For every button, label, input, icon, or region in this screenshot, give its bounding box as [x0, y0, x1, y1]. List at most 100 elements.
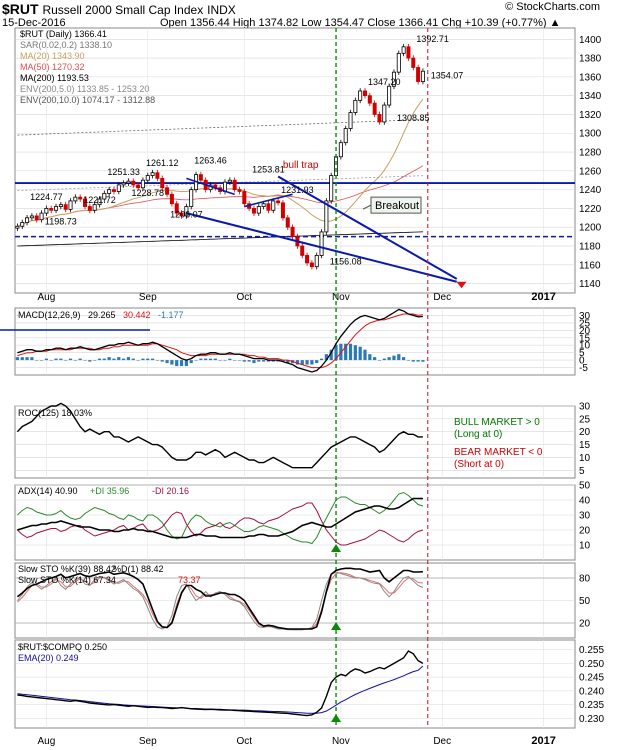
green-arrow-marker: [331, 544, 342, 552]
price-panel-frame: [14, 27, 576, 294]
macd-histogram-bar: [295, 360, 300, 365]
macd-histogram-bar: [73, 360, 77, 361]
x-tick-label: Aug: [37, 736, 55, 747]
price-legend-item: ENV(200,5.0) 1133.85 - 1253.20: [20, 84, 149, 94]
roc-line: [16, 402, 423, 469]
macd-histogram-bar: [112, 358, 116, 361]
macd-histogram-bar: [68, 358, 73, 361]
price-annotation: 1198.73: [45, 216, 77, 226]
sto-y-tick-label: 80: [579, 574, 591, 585]
ratio-ema-legend: EMA(20) 0.249: [18, 653, 79, 663]
x-tick-label: Sep: [139, 292, 157, 303]
trendline-flag: [186, 177, 235, 196]
sto-k14-line: [17, 571, 424, 631]
macd-histogram-bar: [402, 357, 406, 361]
price-y-tick-label: 1220: [579, 204, 602, 215]
macd-histogram-bar: [339, 343, 343, 361]
ratio-y-tick-label: 0.235: [579, 700, 604, 711]
adx-line: [17, 497, 423, 539]
exchange: INDX: [207, 3, 236, 17]
macd-histogram-bar: [175, 360, 179, 367]
price-candle-body: [25, 217, 30, 223]
price-annotation: 1206.07: [170, 210, 203, 220]
price-legend-item: $RUT (Daily) 1366.41: [20, 29, 107, 39]
macd-y-tick-label: 30: [579, 311, 591, 322]
price-candle-body: [251, 208, 256, 214]
adx-y-tick-label: 30: [579, 511, 591, 522]
macd-histogram-bar: [247, 360, 251, 362]
macd-y-tick-label: 0: [579, 356, 585, 367]
red-arrow-marker: [456, 281, 467, 289]
price-candle-body: [232, 179, 237, 191]
macd-histogram-bar: [334, 345, 338, 361]
price-y-tick-label: 1180: [579, 242, 601, 253]
price-candle-body: [92, 204, 97, 211]
trendline-resistance: [277, 175, 458, 280]
price-candle-body: [256, 206, 261, 214]
macd-histogram-bar: [363, 349, 367, 361]
roc-note: (Long at 0): [454, 429, 502, 440]
macd-histogram-bar: [266, 360, 271, 362]
price-candle-body: [102, 192, 107, 200]
price-y-tick-label: 1300: [579, 129, 602, 140]
macd-histogram-bar: [344, 343, 348, 361]
macd-histogram-bar: [368, 354, 372, 361]
price-candle-body: [367, 95, 372, 104]
macd-histogram-bar: [319, 358, 324, 361]
macd-legend-signal: 30.442: [123, 310, 151, 320]
price-y-tick-label: 1140: [579, 279, 601, 290]
price-candle-body: [198, 174, 203, 181]
macd-histogram-bar: [305, 360, 309, 365]
price-candle-body: [15, 225, 20, 229]
price-candle-body: [271, 200, 276, 211]
macd-histogram-bar: [199, 358, 203, 361]
macd-histogram-bar: [136, 360, 140, 361]
price-candle-body: [309, 262, 314, 268]
price-candle-body: [169, 193, 174, 205]
macd-y-tick-label: -5: [579, 363, 588, 374]
price-candle-body: [136, 184, 141, 189]
macd-histogram-bar: [20, 357, 24, 361]
price-annotation: 1354.07: [431, 70, 464, 80]
price-candle-body: [401, 46, 406, 54]
trendline-wedge: [244, 193, 293, 208]
price-candle-body: [73, 196, 78, 202]
chart-title: $RUT Russell 2000 Small Cap Index INDX: [2, 1, 236, 17]
price-candle-body: [111, 189, 116, 192]
price-candle-body: [179, 212, 184, 217]
price-candle-body: [39, 212, 44, 221]
macd-histogram-bar: [208, 358, 213, 361]
price-candle-body: [54, 206, 59, 211]
macd-histogram-bar: [242, 360, 246, 362]
price-candle-body: [372, 102, 377, 115]
macd-histogram-bar: [184, 360, 188, 367]
macd-histogram-bar: [117, 357, 121, 361]
price-candle-body: [280, 202, 285, 219]
ratio-y-tick-label: 0.255: [579, 645, 604, 656]
roc-note: BEAR MARKET < 0: [454, 447, 543, 458]
macd-y-tick-label: 5: [579, 348, 585, 359]
macd-histogram-bar: [218, 360, 222, 361]
price-candle-body: [131, 180, 136, 186]
price-candle-body: [276, 200, 281, 204]
macd-histogram-bar: [223, 360, 227, 361]
macd-histogram-bar: [358, 346, 362, 361]
brand-credit: © StockCharts.com: [505, 1, 600, 13]
price-annotation: 1263.46: [194, 156, 227, 166]
macd-histogram-bar: [373, 357, 377, 361]
macd-histogram-bar: [131, 358, 135, 361]
macd-histogram-bar: [141, 358, 145, 361]
price-candle-body: [227, 179, 232, 183]
adx-legend: ADX(14) 40.90: [18, 486, 78, 496]
breakout-label: Breakout: [375, 200, 419, 212]
price-y-tick-label: 1360: [579, 72, 602, 83]
macd-histogram-bar: [406, 360, 411, 361]
price-y-tick-label: 1280: [579, 148, 602, 159]
sto-y-tick-label: 20: [579, 619, 591, 630]
adx-minus-di-line: [17, 502, 424, 546]
price-annotation: 1231.93: [281, 185, 314, 195]
ma200-line: [17, 231, 423, 247]
macd-histogram-bar: [348, 343, 353, 361]
price-legend-item: MA(200) 1193.53: [20, 73, 89, 83]
macd-histogram-bar: [83, 360, 87, 361]
